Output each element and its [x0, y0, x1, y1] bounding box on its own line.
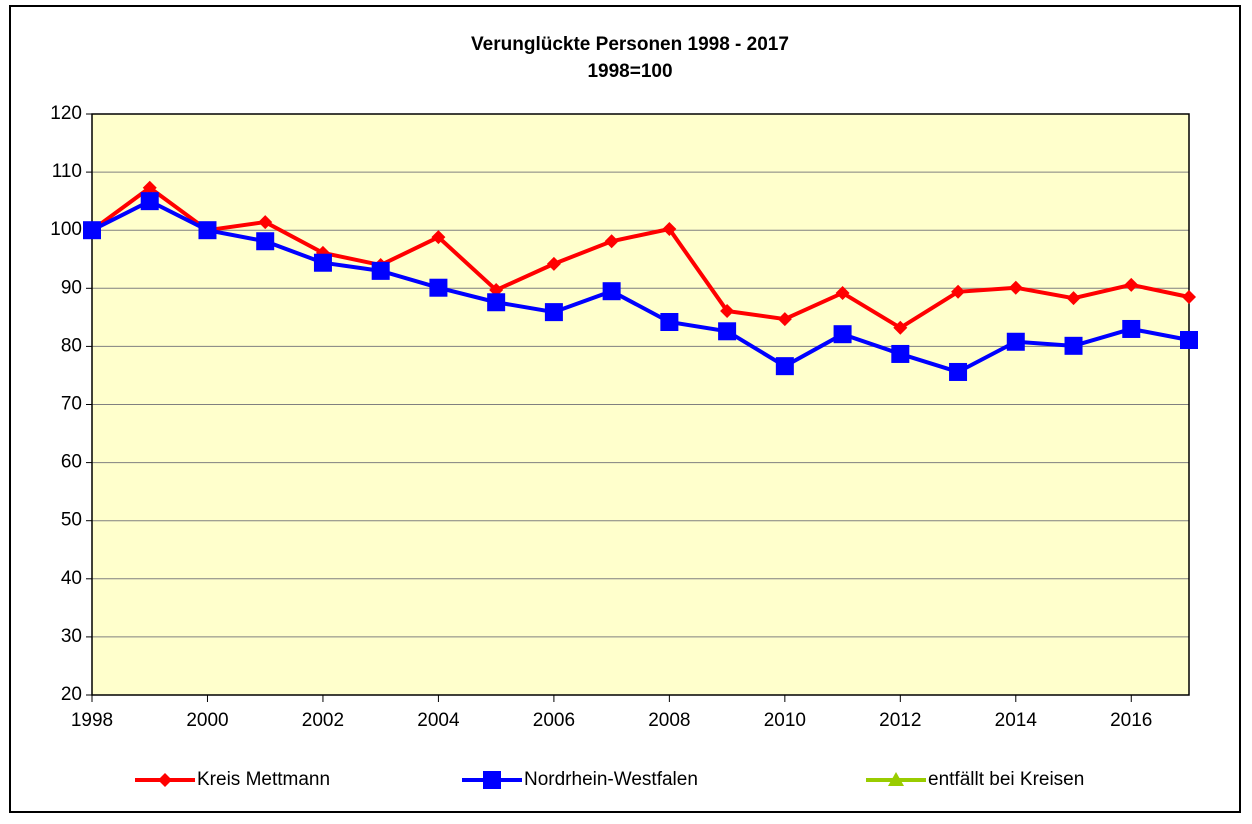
marker — [258, 215, 273, 230]
marker — [315, 245, 330, 260]
marker — [777, 312, 792, 327]
marker — [891, 344, 910, 363]
marker — [602, 282, 621, 301]
series-line — [90, 185, 1190, 331]
y-tick-label: 20 — [61, 684, 82, 705]
marker — [431, 230, 446, 245]
y-tick-label: 120 — [50, 103, 82, 124]
x-tick-label: 2014 — [995, 710, 1038, 731]
marker — [835, 285, 850, 300]
x-tick-label: 1998 — [71, 710, 113, 731]
marker — [1006, 332, 1025, 351]
marker — [142, 180, 157, 195]
x-tick-label: 2002 — [302, 710, 344, 731]
y-tick-label: 90 — [61, 277, 82, 298]
legend-marker — [483, 771, 501, 789]
marker — [256, 232, 275, 251]
legend-label: entfällt bei Kreisen — [928, 769, 1084, 790]
series-line — [91, 198, 1190, 375]
legend-label: Kreis Mettmann — [197, 769, 330, 790]
marker — [1124, 277, 1139, 292]
x-tick-label: 2012 — [879, 710, 921, 731]
marker — [313, 253, 332, 272]
y-tick-label: 30 — [61, 626, 82, 647]
marker — [1064, 336, 1083, 355]
x-tick-label: 2016 — [1110, 710, 1152, 731]
legend-marker — [888, 772, 904, 786]
marker — [718, 322, 737, 341]
marker — [660, 312, 679, 331]
marker — [429, 278, 448, 297]
y-tick-label: 70 — [61, 394, 82, 415]
x-tick-label: 2000 — [186, 710, 228, 731]
marker — [83, 221, 101, 240]
marker — [662, 222, 677, 237]
y-tick-label: 40 — [61, 568, 82, 589]
marker — [1008, 280, 1023, 295]
plot-border — [91, 113, 1190, 696]
marker — [893, 320, 908, 335]
marker — [604, 234, 619, 249]
marker — [951, 284, 966, 299]
marker — [487, 293, 506, 312]
marker — [546, 256, 561, 271]
y-tick-label: 50 — [61, 510, 82, 531]
x-tick-label: 2004 — [417, 710, 460, 731]
x-tick-label: 2006 — [533, 710, 575, 731]
marker — [198, 221, 217, 240]
x-tick-label: 2008 — [648, 710, 690, 731]
chart-title: Verunglückte Personen 1998 - 2017 — [471, 34, 789, 55]
legend-label: Nordrhein-Westfalen — [524, 769, 698, 790]
marker — [1182, 290, 1196, 305]
chart-subtitle: 1998=100 — [587, 61, 672, 82]
marker — [1122, 319, 1141, 338]
marker — [1180, 331, 1198, 350]
marker — [1066, 291, 1081, 306]
legend-marker — [158, 773, 172, 787]
marker — [949, 362, 968, 381]
marker — [720, 303, 735, 318]
y-tick-label: 60 — [61, 452, 82, 473]
marker — [833, 325, 852, 344]
marker — [775, 357, 794, 376]
marker — [371, 261, 390, 280]
x-tick-label: 2010 — [764, 710, 806, 731]
y-tick-label: 80 — [61, 335, 82, 356]
marker — [140, 192, 159, 211]
y-tick-label: 100 — [50, 219, 82, 240]
marker — [544, 303, 563, 322]
y-tick-label: 110 — [52, 161, 82, 182]
